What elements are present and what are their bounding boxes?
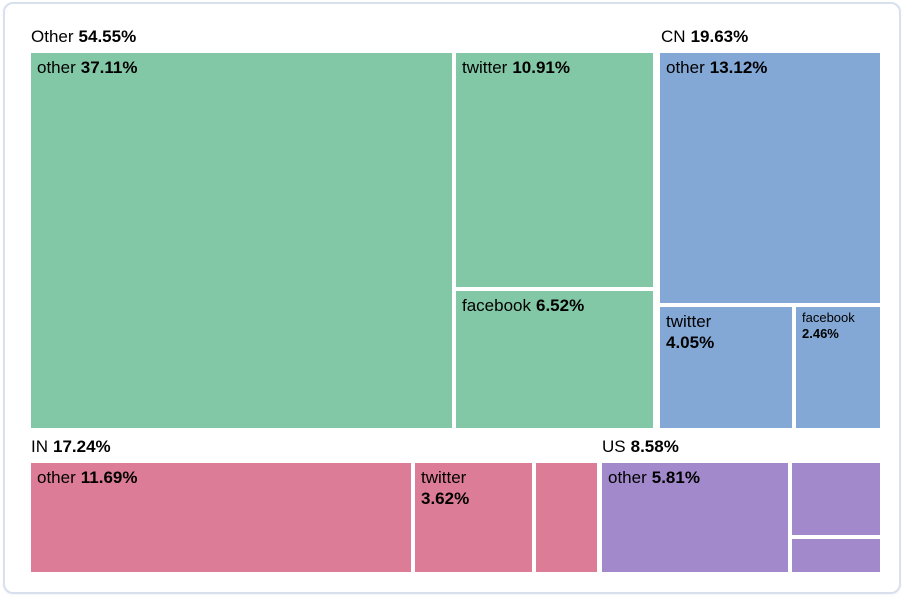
cell-label: other [37, 468, 76, 487]
cell-in-facebook[interactable] [536, 463, 597, 572]
cell-us-facebook[interactable] [792, 539, 880, 572]
cell-other-twitter[interactable]: twitter 10.91% [456, 53, 653, 287]
group-header-other: Other 54.55% [31, 27, 136, 47]
group-label: CN [661, 27, 686, 46]
cell-value: 4.05% [666, 333, 715, 352]
group-header-in: IN 17.24% [31, 437, 111, 457]
cell-value: 37.11% [80, 58, 138, 77]
cell-other-facebook[interactable]: facebook 6.52% [456, 291, 653, 428]
cell-value: 10.91% [512, 58, 571, 77]
cell-label: other [666, 58, 705, 77]
group-label: US [602, 437, 626, 456]
group-label: Other [31, 27, 74, 46]
group-value: 19.63% [690, 27, 749, 46]
cell-label: other [608, 468, 647, 487]
group-header-us: US 8.58% [602, 437, 679, 457]
cell-label: other [37, 58, 76, 77]
group-label: IN [31, 437, 48, 456]
group-value: 17.24% [53, 437, 111, 456]
cell-cn-facebook[interactable]: facebook 2.46% [796, 307, 880, 428]
group-header-cn: CN 19.63% [661, 27, 748, 47]
cell-label: twitter [666, 312, 712, 331]
group-value: 8.58% [630, 437, 679, 456]
cell-value: 6.52% [536, 296, 585, 315]
cell-in-other[interactable]: other 11.69% [31, 463, 411, 572]
cell-value: 11.69% [80, 468, 138, 487]
cell-other-other[interactable]: other 37.11% [31, 53, 452, 428]
group-value: 54.55% [78, 27, 137, 46]
cell-value: 3.62% [421, 489, 470, 508]
cell-value: 2.46% [802, 326, 839, 341]
cell-label: twitter [421, 468, 467, 487]
cell-label: twitter [462, 58, 508, 77]
cell-cn-other[interactable]: other 13.12% [660, 53, 880, 303]
cell-value: 13.12% [709, 58, 768, 77]
cell-us-twitter[interactable] [792, 463, 880, 535]
cell-cn-twitter[interactable]: twitter 4.05% [660, 307, 792, 428]
cell-in-twitter[interactable]: twitter 3.62% [415, 463, 532, 572]
cell-us-other[interactable]: other 5.81% [602, 463, 788, 572]
cell-label: facebook [462, 296, 531, 315]
cell-label: facebook [802, 310, 855, 325]
cell-value: 5.81% [651, 468, 700, 487]
